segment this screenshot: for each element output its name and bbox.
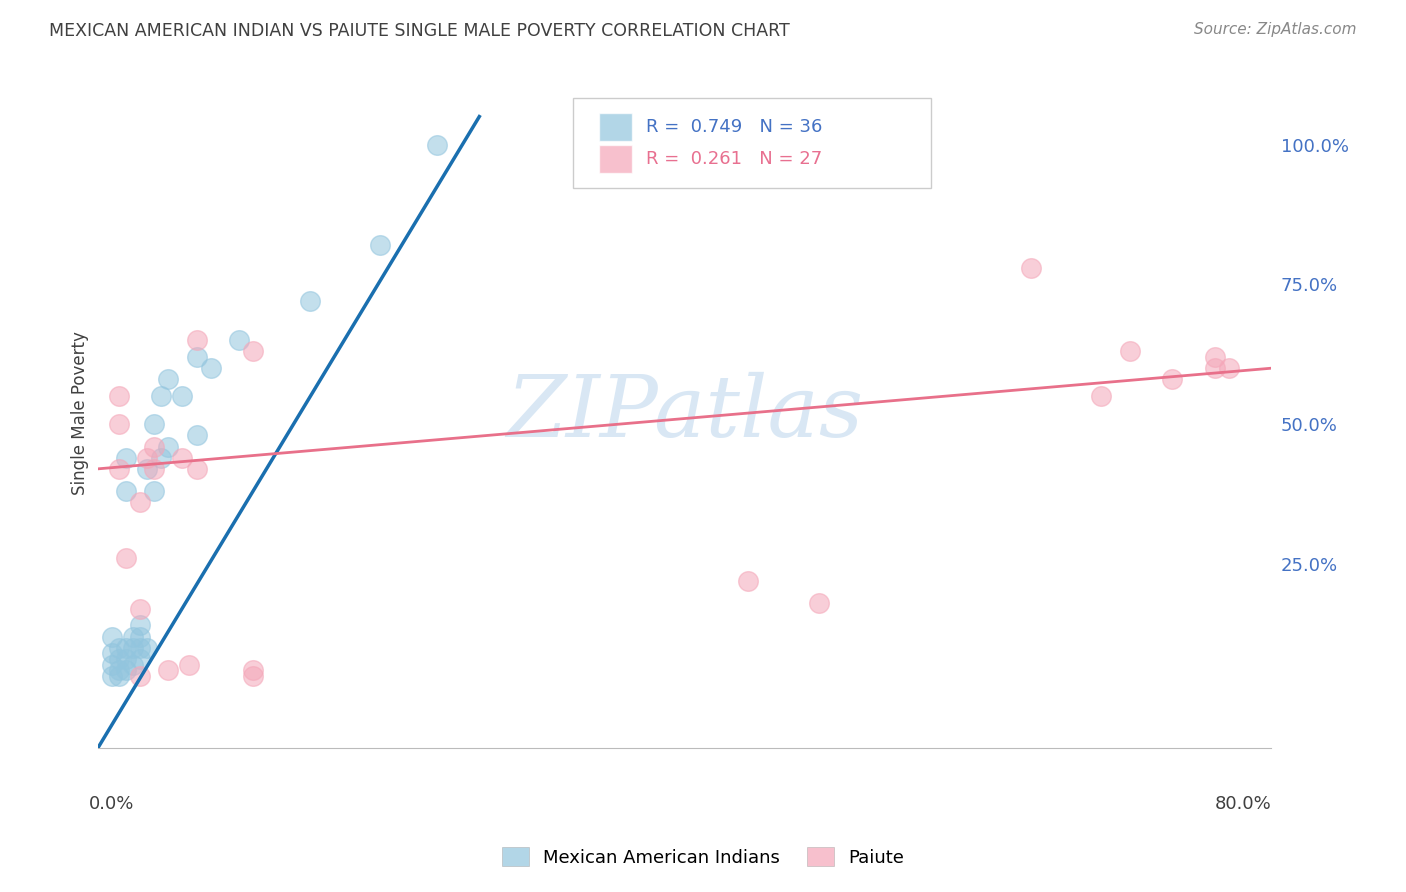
Point bbox=[370, 238, 392, 252]
Point bbox=[1204, 361, 1226, 376]
Point bbox=[186, 428, 208, 442]
Point bbox=[186, 462, 208, 476]
Point bbox=[172, 389, 194, 403]
Text: Source: ZipAtlas.com: Source: ZipAtlas.com bbox=[1194, 22, 1357, 37]
Point bbox=[186, 350, 208, 364]
Point bbox=[107, 389, 129, 403]
Point bbox=[122, 657, 145, 672]
Point bbox=[1090, 389, 1112, 403]
Point bbox=[100, 647, 122, 661]
Point bbox=[242, 344, 264, 359]
Point bbox=[426, 137, 449, 152]
Point bbox=[1161, 372, 1184, 386]
Point bbox=[129, 669, 152, 683]
Point bbox=[122, 630, 145, 644]
Point bbox=[143, 484, 166, 499]
Text: 0.0%: 0.0% bbox=[89, 796, 135, 814]
Y-axis label: Single Male Poverty: Single Male Poverty bbox=[72, 331, 89, 495]
Point bbox=[115, 484, 138, 499]
Point bbox=[242, 669, 264, 683]
Point bbox=[115, 640, 138, 655]
Point bbox=[107, 417, 129, 431]
FancyBboxPatch shape bbox=[572, 97, 931, 188]
Text: R =  0.261   N = 27: R = 0.261 N = 27 bbox=[645, 150, 823, 168]
Point bbox=[115, 450, 138, 465]
Legend: Mexican American Indians, Paiute: Mexican American Indians, Paiute bbox=[495, 840, 911, 874]
Point bbox=[129, 652, 152, 666]
Point bbox=[107, 652, 129, 666]
Point bbox=[115, 652, 138, 666]
Point bbox=[129, 640, 152, 655]
Point bbox=[157, 372, 180, 386]
Point bbox=[107, 669, 129, 683]
Point bbox=[1118, 344, 1140, 359]
Point bbox=[136, 462, 159, 476]
Point bbox=[100, 657, 122, 672]
Point bbox=[129, 630, 152, 644]
Point bbox=[150, 389, 173, 403]
Point bbox=[172, 450, 194, 465]
Point bbox=[143, 462, 166, 476]
Point bbox=[115, 551, 138, 566]
Point bbox=[143, 417, 166, 431]
Text: ZIPatlas: ZIPatlas bbox=[506, 372, 863, 454]
Point bbox=[150, 450, 173, 465]
Point bbox=[1218, 361, 1240, 376]
Point bbox=[107, 640, 129, 655]
Point bbox=[129, 495, 152, 509]
Point bbox=[107, 663, 129, 677]
Point bbox=[179, 657, 201, 672]
Point bbox=[100, 630, 122, 644]
Text: R =  0.749   N = 36: R = 0.749 N = 36 bbox=[645, 118, 823, 136]
Point bbox=[115, 663, 138, 677]
Point bbox=[129, 601, 152, 615]
Point bbox=[136, 450, 159, 465]
Point bbox=[242, 663, 264, 677]
Text: MEXICAN AMERICAN INDIAN VS PAIUTE SINGLE MALE POVERTY CORRELATION CHART: MEXICAN AMERICAN INDIAN VS PAIUTE SINGLE… bbox=[49, 22, 790, 40]
Point bbox=[100, 669, 122, 683]
Point bbox=[200, 361, 222, 376]
Point bbox=[298, 294, 321, 309]
Point bbox=[136, 640, 159, 655]
Point bbox=[122, 640, 145, 655]
Point bbox=[228, 333, 250, 347]
Bar bbox=[599, 145, 631, 173]
Point bbox=[143, 440, 166, 454]
Bar bbox=[599, 113, 631, 141]
Point bbox=[807, 596, 830, 610]
Point bbox=[1019, 260, 1042, 275]
Point bbox=[186, 333, 208, 347]
Point bbox=[737, 574, 759, 588]
Point bbox=[157, 663, 180, 677]
Point bbox=[1204, 350, 1226, 364]
Point bbox=[129, 618, 152, 632]
Text: 80.0%: 80.0% bbox=[1215, 796, 1271, 814]
Point bbox=[157, 440, 180, 454]
Point bbox=[107, 462, 129, 476]
